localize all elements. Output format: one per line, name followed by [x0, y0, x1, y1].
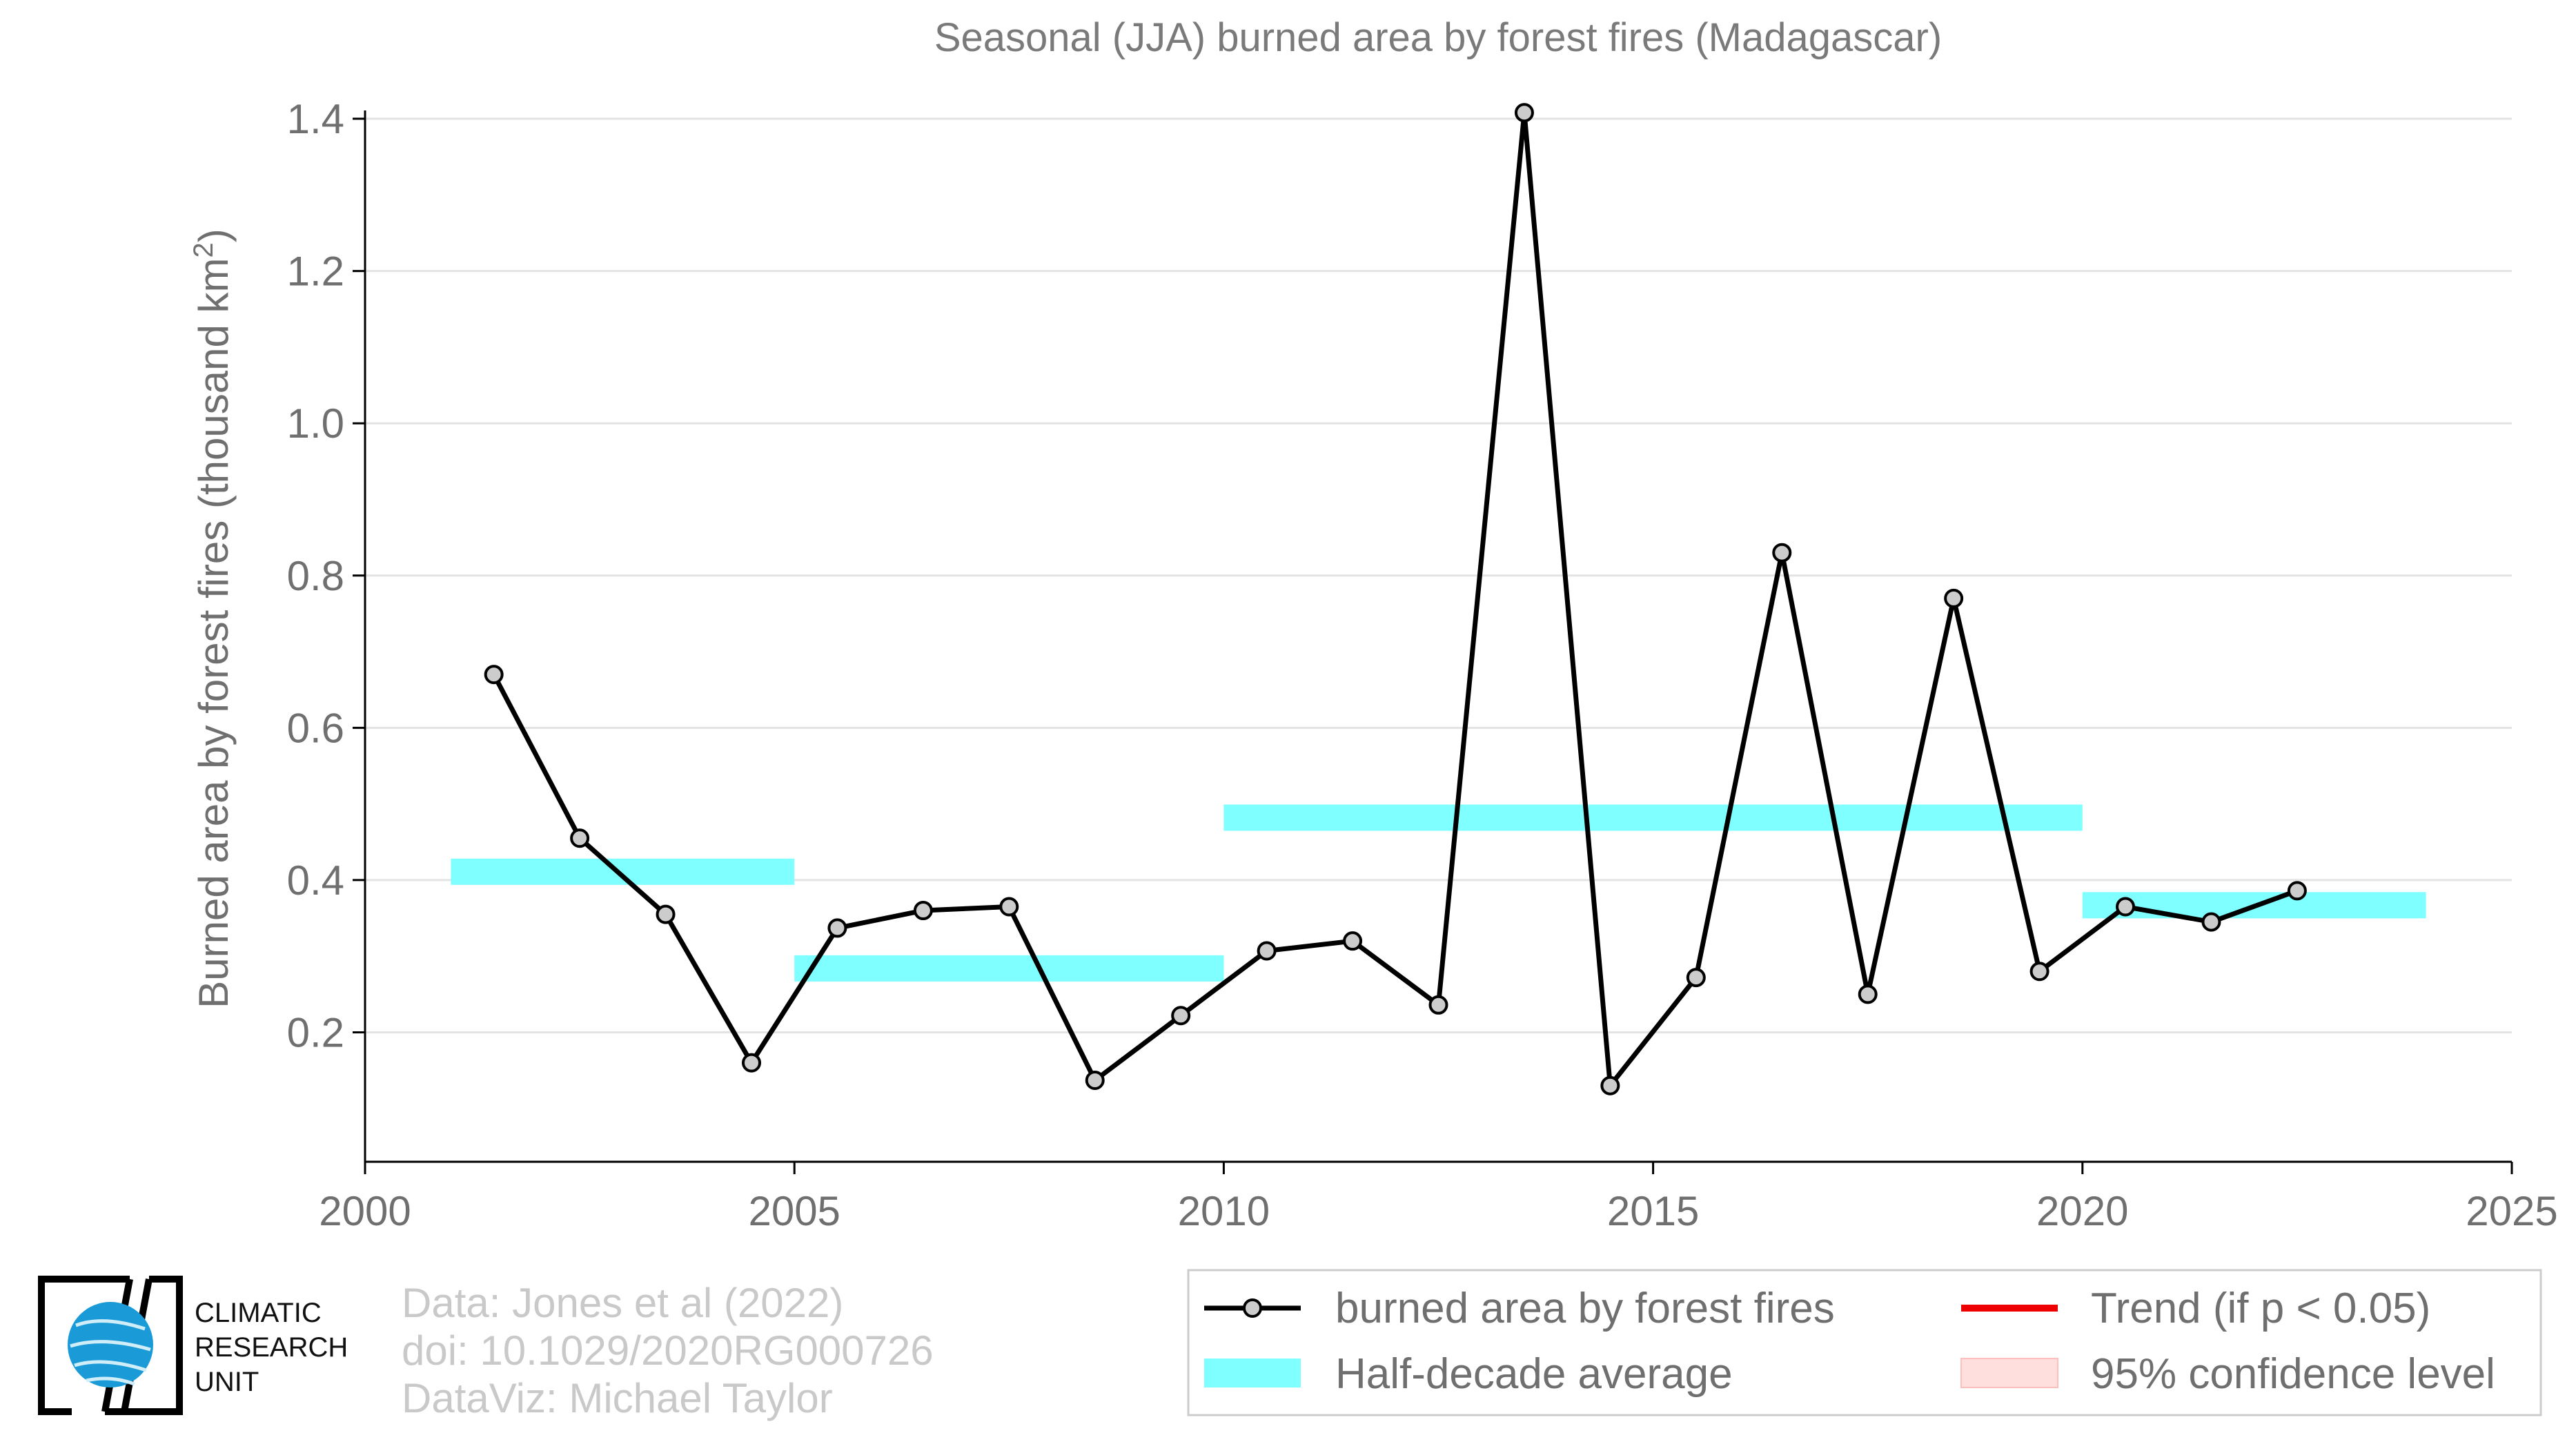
data-point-1 — [484, 665, 504, 685]
data-point-6 — [913, 901, 933, 921]
half-decade-bar-3 — [1223, 804, 2083, 831]
globe-lines-icon — [70, 1319, 151, 1386]
legend-box — [1187, 1269, 2542, 1416]
data-point-22 — [2287, 881, 2307, 901]
data-point-7 — [999, 897, 1019, 917]
cru-logo: CLIMATIC RESEARCH UNIT — [38, 1276, 348, 1415]
data-point-3 — [656, 904, 676, 924]
half-decade-bar-2 — [794, 955, 1224, 982]
data-point-19 — [2029, 962, 2049, 982]
data-point-4 — [741, 1053, 761, 1073]
series-line-1 — [491, 110, 2299, 1089]
y-tick-label-1.4: 1.4 — [287, 96, 344, 142]
y-axis-label-close: ) — [190, 228, 237, 242]
data-point-17 — [1858, 984, 1878, 1004]
x-tick-label-2000: 2000 — [319, 1188, 411, 1234]
y-tick-label-0.8: 0.8 — [287, 553, 344, 599]
y-tick-label-1.2: 1.2 — [287, 249, 344, 295]
y-axis-label: Burned area by forest fires (thousand km… — [188, 228, 237, 1008]
half-decade-bar-1 — [451, 858, 795, 885]
legend: burned area by forest fires Trend (if p … — [1187, 1269, 2542, 1416]
logo-text-line3: UNIT — [195, 1367, 259, 1397]
y-tick-label-0.2: 0.2 — [287, 1010, 344, 1056]
logo-text-line1: CLIMATIC — [195, 1298, 322, 1328]
x-tick-label-2005: 2005 — [748, 1188, 840, 1234]
credit-data: Data: Jones et al (2022) — [402, 1280, 843, 1326]
logo-text-line2: RESEARCH — [195, 1332, 348, 1363]
data-point-20 — [2116, 897, 2136, 917]
data-point-11 — [1343, 931, 1363, 951]
legend-swatch-half-decade — [1204, 1359, 1301, 1387]
logo-frame-icon — [38, 1276, 183, 1415]
data-point-2 — [570, 828, 590, 848]
legend-swatch-confidence — [1960, 1358, 2058, 1388]
x-axis-ticks: 2000 2005 2010 2015 2020 2025 — [319, 1162, 2558, 1234]
credit-doi: doi: 10.1029/2020RG000726 — [402, 1327, 934, 1374]
data-point-13 — [1514, 103, 1534, 123]
data-point-12 — [1428, 995, 1448, 1015]
y-axis-label-superscript: 2 — [188, 242, 219, 257]
y-tick-label-1.0: 1.0 — [287, 400, 344, 447]
data-point-10 — [1257, 941, 1277, 961]
data-series — [484, 103, 2307, 1095]
x-tick-label-2025: 2025 — [2466, 1188, 2557, 1234]
data-point-16 — [1772, 543, 1792, 563]
legend-label-half-decade: Half-decade average — [1335, 1350, 1733, 1398]
data-point-14 — [1600, 1075, 1620, 1095]
data-point-5 — [827, 918, 847, 938]
data-point-15 — [1686, 968, 1706, 988]
y-tick-label-0.6: 0.6 — [287, 705, 344, 751]
y-axis-label-main: Burned area by forest fires (thousand km — [190, 258, 237, 1009]
data-point-8 — [1085, 1070, 1105, 1090]
x-tick-label-2020: 2020 — [2036, 1188, 2128, 1234]
legend-label-confidence: 95% confidence level — [2091, 1350, 2495, 1398]
data-point-18 — [1944, 588, 1964, 608]
legend-swatch-series-marker — [1243, 1298, 1262, 1318]
y-tick-label-0.4: 0.4 — [287, 857, 344, 904]
chart-title: Seasonal (JJA) burned area by forest fir… — [934, 15, 1942, 60]
credit-dataviz: DataViz: Michael Taylor — [402, 1375, 833, 1421]
legend-label-series: burned area by forest fires — [1335, 1285, 1835, 1332]
half-decade-averages — [451, 804, 2426, 982]
x-tick-label-2010: 2010 — [1178, 1188, 1270, 1234]
legend-label-trend: Trend (if p < 0.05) — [2091, 1285, 2430, 1332]
y-axis-ticks: 0.2 0.4 0.6 0.8 1.0 1.2 1.4 — [287, 96, 365, 1056]
data-point-9 — [1171, 1006, 1191, 1026]
x-tick-label-2015: 2015 — [1607, 1188, 1699, 1234]
data-point-21 — [2201, 912, 2221, 932]
